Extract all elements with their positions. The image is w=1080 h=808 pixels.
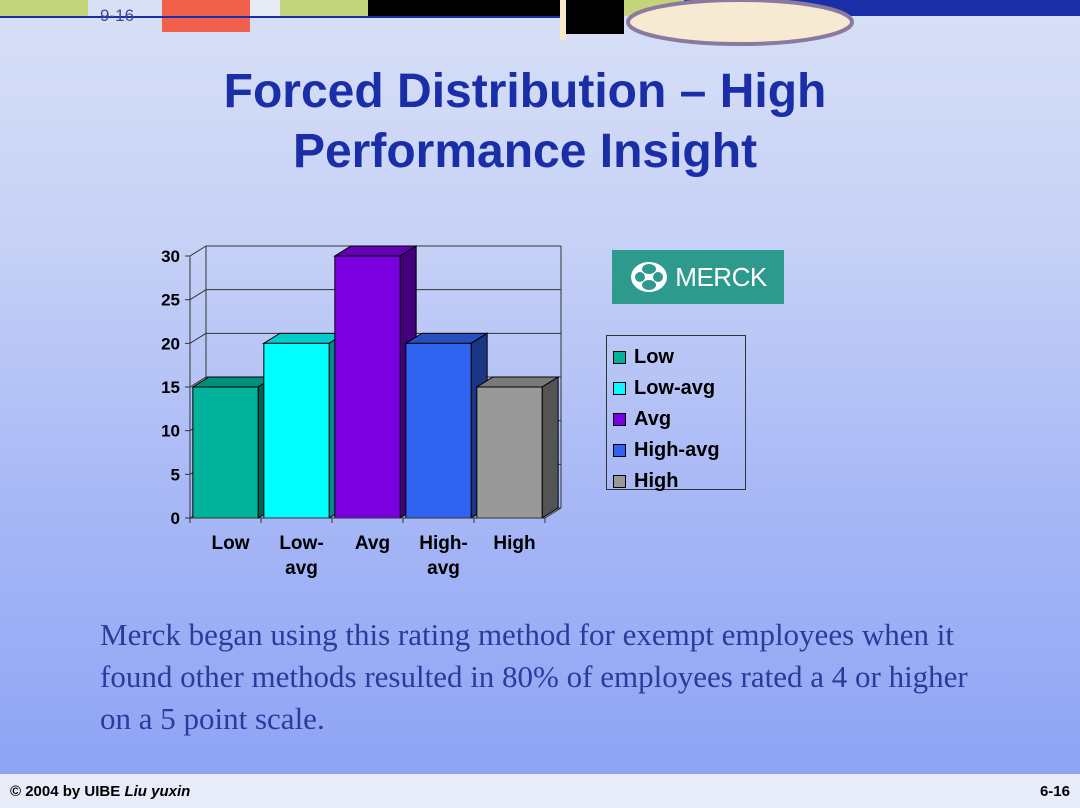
legend-swatch xyxy=(613,382,626,395)
bar-high xyxy=(476,386,543,519)
x-tick-label: avg xyxy=(285,558,318,579)
slide-number-top: 9-16 xyxy=(100,6,135,25)
legend-item: High xyxy=(613,466,745,497)
footer: © 2004 by UIBE Liu yuxin 6-16 xyxy=(0,774,1080,808)
x-tick-label: avg xyxy=(427,558,460,579)
merck-logo: MERCK xyxy=(612,250,784,304)
legend-item: High-avg xyxy=(613,435,745,466)
ellipse-decoration xyxy=(626,0,854,46)
y-tick-label: 30 xyxy=(161,247,180,266)
legend-swatch xyxy=(613,413,626,426)
y-tick-label: 10 xyxy=(161,422,180,441)
y-tick-label: 5 xyxy=(171,465,180,484)
legend-swatch xyxy=(613,444,626,457)
grid-diagonal xyxy=(189,376,207,388)
y-tick-label: 25 xyxy=(161,291,180,310)
legend-item: Low-avg xyxy=(613,373,745,404)
x-tick-label: High- xyxy=(419,533,468,554)
bar-low xyxy=(192,386,259,519)
legend-label: High-avg xyxy=(634,439,720,461)
x-tick-label: Low xyxy=(212,533,250,554)
title-line-2: Performance Insight xyxy=(292,125,758,178)
legend-label: Avg xyxy=(634,408,672,430)
footer-copyright: © 2004 by UIBE Liu yuxin xyxy=(10,782,191,800)
y-tick-label: 20 xyxy=(161,334,180,353)
legend-label: Low-avg xyxy=(634,377,716,399)
bar-chart: 0 5 10 15 20 25 30 Low Low-avg Avg High-avg High xyxy=(161,245,562,579)
bar-low-avg xyxy=(263,342,330,519)
merck-logo-text: MERCK xyxy=(675,261,767,292)
x-tick-label: High xyxy=(493,533,535,554)
title-line-1: Forced Distribution – High xyxy=(223,65,827,118)
slide-title: Forced Distribution – High Performance I… xyxy=(0,62,1050,182)
grid-diagonal xyxy=(189,245,207,257)
top-decoration-bar xyxy=(0,0,1080,40)
footer-page-number: 6-16 xyxy=(1039,782,1070,800)
y-tick-label: 15 xyxy=(161,378,180,397)
legend-swatch xyxy=(613,351,626,364)
grid-diagonal xyxy=(189,289,207,301)
bar-high-avg xyxy=(405,342,472,519)
legend-item: Low xyxy=(613,342,745,373)
legend-swatch xyxy=(613,475,626,488)
body-text: Merck began using this rating method for… xyxy=(100,617,968,736)
legend-item: Avg xyxy=(613,404,745,435)
bar-avg xyxy=(334,255,401,519)
merck-emblem-icon xyxy=(631,262,668,292)
floor-diagonal xyxy=(544,507,562,519)
grid-diagonal xyxy=(189,332,207,344)
x-tick-label: Avg xyxy=(355,533,390,554)
legend-label: Low xyxy=(634,346,674,368)
legend-label: High xyxy=(634,470,679,492)
y-tick-label: 0 xyxy=(171,509,180,528)
footer-author: Liu yuxin xyxy=(124,782,191,800)
chart-legend: Low Low-avg Avg High-avg High xyxy=(606,335,746,492)
x-tick-label: Low- xyxy=(279,533,323,554)
bar-side-high xyxy=(541,376,559,519)
